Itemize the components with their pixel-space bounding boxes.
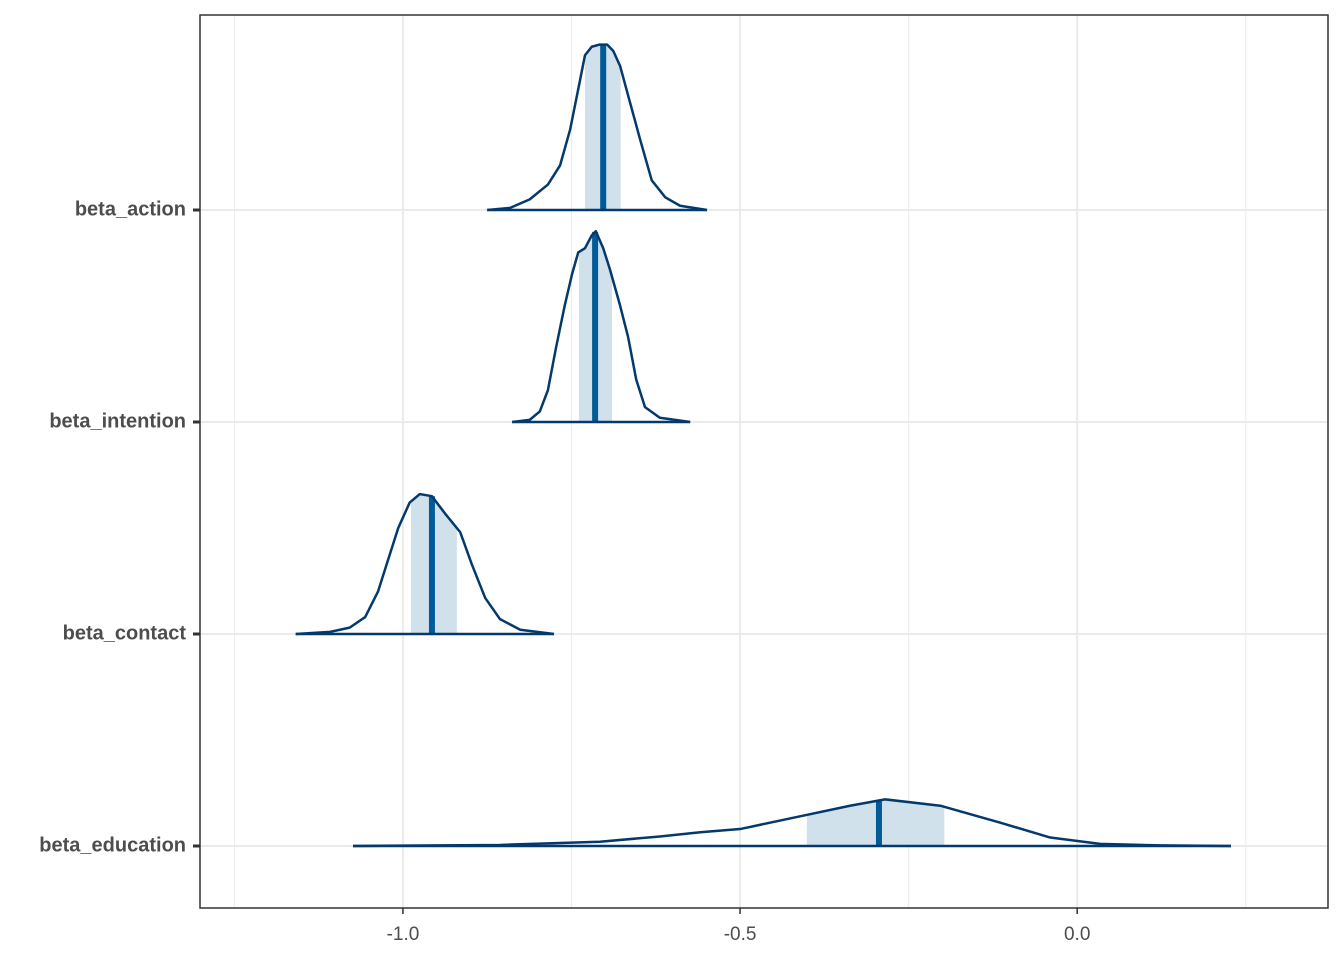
x-tick-label: -0.5	[724, 924, 757, 945]
x-tick-label: 0.0	[1064, 924, 1090, 945]
y-tick-label: beta_contact	[63, 622, 187, 644]
density-curve	[353, 798, 1231, 848]
density-curve	[512, 229, 691, 424]
interval-area	[806, 799, 945, 846]
density-curve	[487, 43, 708, 212]
y-tick-label: beta_education	[39, 834, 186, 856]
y-tick-label: beta_intention	[49, 410, 186, 432]
y-tick-label: beta_action	[75, 198, 186, 220]
density-curve	[295, 492, 555, 636]
plot-border	[199, 14, 1329, 909]
x-tick-label: -1.0	[387, 924, 420, 945]
plot-background	[200, 15, 1328, 908]
